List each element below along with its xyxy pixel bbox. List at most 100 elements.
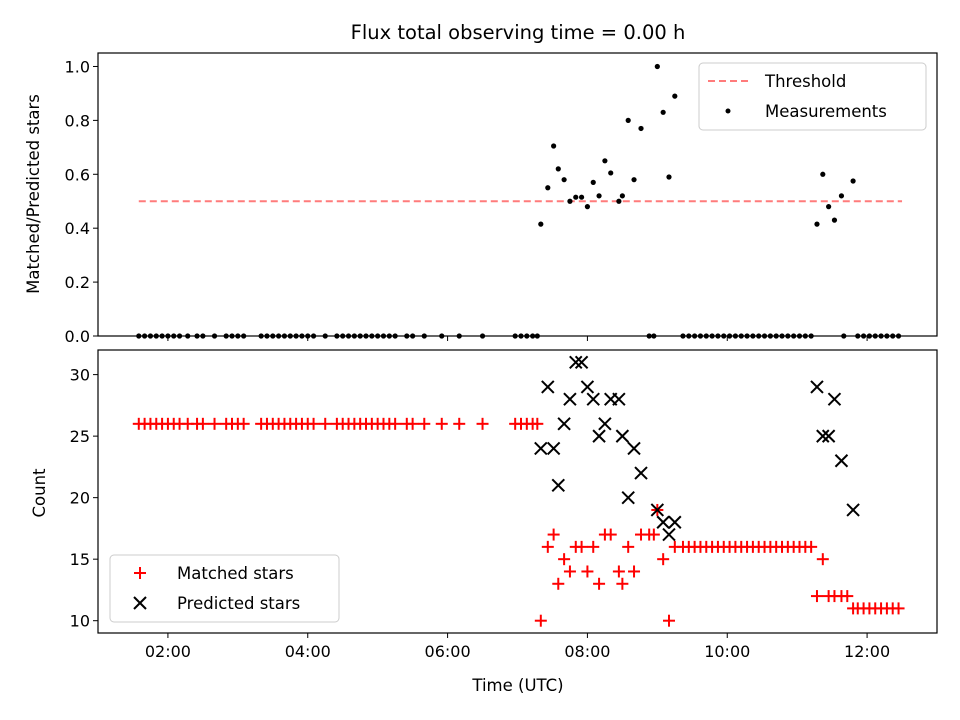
top-chart-title: Flux total observing time = 0.00 h <box>351 21 686 44</box>
top-y-tick-label: 0.0 <box>65 327 90 346</box>
measurements-legend-swatch <box>725 108 731 114</box>
predicted-stars-point <box>827 392 842 406</box>
measurements-point <box>596 193 602 199</box>
x-axis-label: Time (UTC) <box>471 676 563 695</box>
matched-stars-point <box>604 528 617 541</box>
matched-stars-point <box>628 565 641 578</box>
predicted-stars-point <box>569 355 583 370</box>
predicted-stars-point <box>634 466 648 480</box>
measurements-point <box>838 193 845 199</box>
matched-stars-point <box>575 540 588 553</box>
bottom-x-tick-label: 08:00 <box>564 642 610 661</box>
matched-stars-point <box>476 417 489 430</box>
bottom-x-tick-label: 04:00 <box>285 642 331 661</box>
bottom-panel: 10 15 20 25 30 02:00 04:00 06:00 08:00 10:00 12:00 <box>70 349 938 661</box>
measurements-point <box>578 194 585 200</box>
top-y-tick-label: 0.8 <box>65 111 90 130</box>
measurements-point <box>654 63 660 70</box>
measurements-point <box>551 143 557 149</box>
predicted-stars-point <box>612 392 626 406</box>
measurements-point <box>831 217 838 223</box>
predicted-stars-legend-swatch <box>133 596 147 610</box>
bottom-y-tick-label: 25 <box>70 427 90 446</box>
bottom-y-axis-label: Count <box>30 468 49 518</box>
matched-stars-point <box>552 577 565 590</box>
predicted-stars-point <box>621 490 635 505</box>
predicted-stars-legend-label: Predicted stars <box>177 594 300 613</box>
matched-stars-point <box>805 540 818 553</box>
measurements-point <box>616 198 622 204</box>
matched-stars-point <box>616 577 629 590</box>
matched-stars-point <box>581 565 594 578</box>
measurements-point <box>666 174 672 180</box>
matched-stars-point <box>593 577 606 590</box>
matched-stars-point <box>547 528 560 541</box>
predicted-stars-point <box>534 441 548 456</box>
matched-stars-point <box>647 528 660 541</box>
predicted-stars-point <box>846 503 860 517</box>
measurements-point <box>820 171 826 177</box>
predicted-stars-point <box>821 429 836 443</box>
top-y-tick-label: 0.2 <box>65 273 90 292</box>
predicted-stars-point <box>810 380 824 394</box>
matched-stars-point <box>453 417 466 430</box>
predicted-stars-point <box>551 478 565 493</box>
top-legend-frame <box>698 62 927 131</box>
measurements-point <box>826 204 832 210</box>
measurements-point <box>672 93 678 99</box>
matched-stars-point <box>612 565 625 578</box>
matched-stars-point <box>816 553 829 566</box>
predicted-stars-point <box>557 417 571 431</box>
predicted-stars-point <box>834 454 849 468</box>
predicted-stars-point <box>580 380 595 394</box>
matched-stars-point <box>319 417 332 430</box>
bottom-y-tick-label: 20 <box>70 489 90 508</box>
matched-stars-point <box>534 614 547 627</box>
bottom-y-tick-label: 30 <box>70 366 90 385</box>
top-y-tick-label: 0.4 <box>65 219 90 238</box>
measurements-point <box>573 194 579 200</box>
measurements-point <box>590 179 596 185</box>
measurements-point <box>625 117 631 123</box>
measurements-point <box>602 158 608 164</box>
bottom-axes-frame <box>97 349 938 634</box>
matched-stars-point <box>558 553 571 566</box>
predicted-stars-point <box>574 355 589 370</box>
top-axes-frame <box>97 52 938 337</box>
measurements-point <box>584 204 591 210</box>
matched-stars-point <box>237 417 250 430</box>
threshold-legend-label: Threshold <box>764 72 846 91</box>
predicted-stars-point <box>598 417 612 431</box>
matched-stars-point <box>841 590 854 603</box>
predicted-stars-point <box>586 392 600 406</box>
matched-stars-point <box>435 417 448 430</box>
top-y-axis-label: Matched/Predicted stars <box>24 94 43 294</box>
matched-stars-point <box>531 417 544 430</box>
matched-stars-point <box>389 417 402 430</box>
top-y-tick-label: 1.0 <box>65 57 90 76</box>
matched-stars-point <box>208 417 221 430</box>
measurements-point <box>561 177 567 183</box>
measurements-point <box>555 166 561 172</box>
predicted-stars-point <box>656 515 670 529</box>
measurements-point <box>638 125 644 132</box>
predicted-stars-point <box>627 441 641 456</box>
measurements-point <box>545 185 551 191</box>
bottom-y-tick-label: 15 <box>70 550 90 569</box>
predicted-stars-point <box>546 441 561 456</box>
matched-stars-point <box>657 553 670 566</box>
measurements-point <box>850 178 856 184</box>
bottom-legend: Matched stars Predicted stars <box>109 554 340 623</box>
predicted-stars-point <box>615 429 630 443</box>
measurements-point <box>619 193 625 199</box>
predicted-stars-point <box>563 392 577 406</box>
matched-stars-point <box>587 540 600 553</box>
matched-stars-point <box>406 417 419 430</box>
matched-stars-point <box>541 540 554 553</box>
matched-stars-point <box>662 614 675 627</box>
top-panel: 0.0 0.2 0.4 0.6 0.8 1.0 <box>65 52 938 346</box>
matched-stars-point <box>418 417 431 430</box>
measurements-point <box>660 109 666 115</box>
matched-stars-point <box>196 417 209 430</box>
